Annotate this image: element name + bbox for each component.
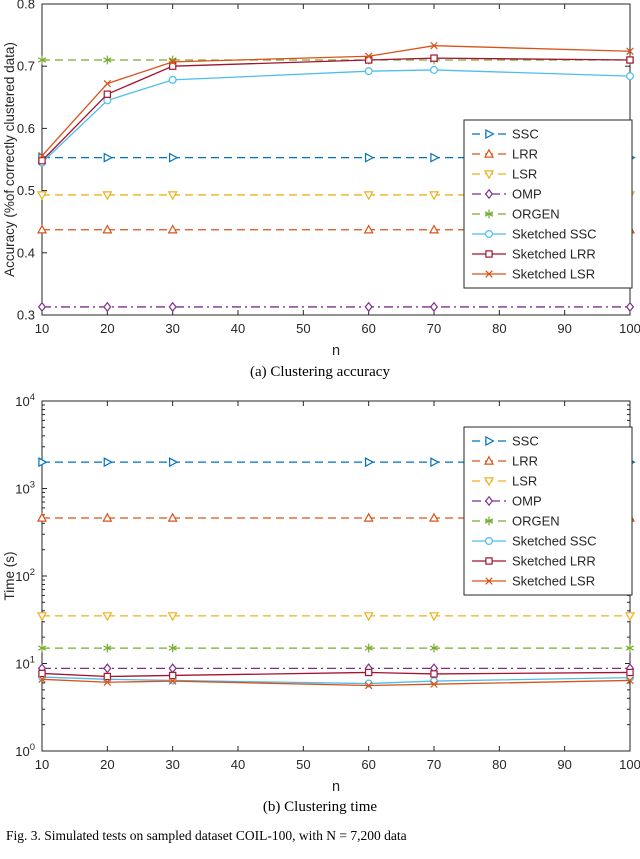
subcaption-b: (b) Clustering time [262,799,378,815]
svg-text:10: 10 [35,321,49,336]
series-omp [37,301,635,313]
svg-text:70: 70 [427,757,441,772]
svg-text:LSR: LSR [512,167,537,182]
accuracy-chart: 10 20 30 40 50 60 70 80 90 100 0.3 0.4 0.5 0.6 0.7 0.8 n… [2,0,640,359]
svg-text:30: 30 [165,321,179,336]
svg-text:0.5: 0.5 [17,183,35,198]
svg-text:90: 90 [557,321,571,336]
svg-text:LRR: LRR [512,147,538,162]
svg-text:102: 102 [15,567,35,584]
series-sketched-lrr [38,668,634,681]
svg-text:OMP: OMP [512,494,542,509]
svg-text:Sketched LSR: Sketched LSR [512,574,595,589]
svg-text:80: 80 [492,757,506,772]
svg-text:Sketched LRR: Sketched LRR [512,554,596,569]
svg-text:20: 20 [100,757,114,772]
svg-text:60: 60 [361,757,375,772]
series-lsr [36,612,636,622]
svg-text:40: 40 [231,757,245,772]
svg-text:Time (s): Time (s) [2,552,17,601]
svg-text:Sketched LRR: Sketched LRR [512,247,596,262]
series-sketched-lsr [38,675,634,690]
svg-text:20: 20 [100,321,114,336]
svg-text:0.3: 0.3 [17,308,35,323]
svg-text:50: 50 [296,321,310,336]
legend: SSC LRR LSR OMP ORGEN Sketched SSC Sketched LR… [463,119,633,289]
subcaption-a: (a) Clustering accuracy [250,364,390,380]
svg-text:0.7: 0.7 [17,59,35,74]
svg-text:101: 101 [15,655,35,672]
svg-text:104: 104 [15,392,35,409]
svg-text:100: 100 [15,742,35,759]
svg-text:30: 30 [165,757,179,772]
series-sketched-lsr [38,41,634,160]
svg-text:0.4: 0.4 [17,245,35,260]
svg-text:ORGEN: ORGEN [512,207,560,222]
svg-text:LSR: LSR [512,474,537,489]
svg-text:60: 60 [361,321,375,336]
svg-text:100: 100 [619,321,640,336]
svg-text:Sketched SSC: Sketched SSC [512,227,597,242]
figure-caption: Fig. 3. Simulated tests on sampled datas… [6,828,407,843]
series-orgen [37,643,635,653]
series-sketched-lrr [38,54,634,165]
series-omp [37,663,635,674]
svg-text:100: 100 [619,757,640,772]
time-chart: 10 20 30 40 50 60 70 80 90 100 100 101 102 103 104 n Tim… [2,392,640,795]
svg-text:OMP: OMP [512,187,542,202]
svg-text:ORGEN: ORGEN [512,514,560,529]
svg-text:90: 90 [557,757,571,772]
svg-text:n: n [332,779,340,795]
svg-text:80: 80 [492,321,506,336]
svg-text:n: n [332,343,340,359]
svg-text:10: 10 [35,757,49,772]
legend: SSC LRR LSR OMP ORGEN Sketched SSC Sketched LR… [463,426,633,596]
svg-text:103: 103 [15,480,35,497]
svg-text:70: 70 [427,321,441,336]
svg-text:LRR: LRR [512,454,538,469]
svg-text:50: 50 [296,757,310,772]
svg-text:40: 40 [231,321,245,336]
svg-text:0.6: 0.6 [17,121,35,136]
svg-text:Accuracy (%of correctly cluste: Accuracy (%of correctly clustered data) [2,42,17,277]
svg-text:Sketched LSR: Sketched LSR [512,267,595,282]
svg-text:Sketched SSC: Sketched SSC [512,534,597,549]
svg-text:SSC: SSC [512,127,539,142]
svg-text:SSC: SSC [512,434,539,449]
svg-text:0.8: 0.8 [17,0,35,12]
